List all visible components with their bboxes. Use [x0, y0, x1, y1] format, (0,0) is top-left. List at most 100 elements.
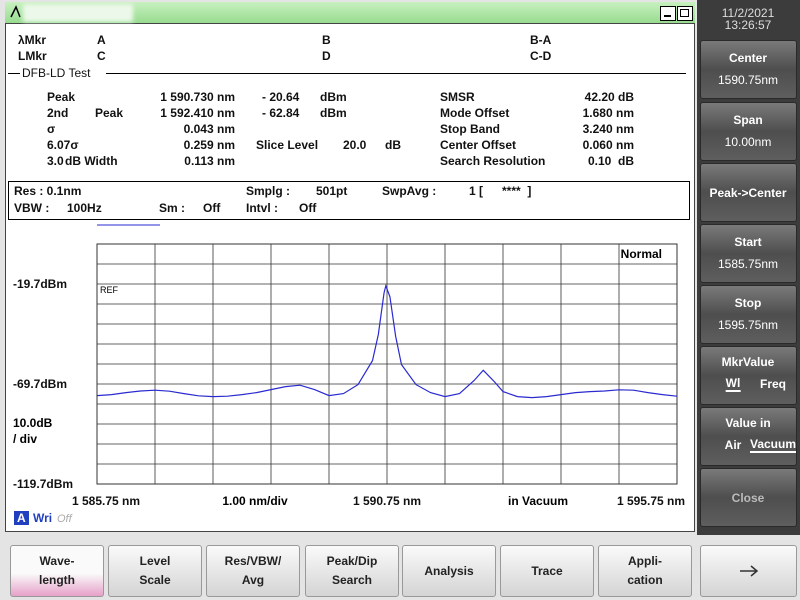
- soft-key-label: Avg: [241, 573, 265, 587]
- app-icon: [10, 5, 21, 18]
- setting-label: Sm :: [159, 201, 186, 215]
- x-tick-label: 1 585.75 nm: [72, 494, 140, 508]
- side-button[interactable]: [700, 224, 797, 283]
- button-label: Start: [734, 235, 762, 249]
- result-value: 1 590.730 nm: [160, 90, 235, 104]
- result-label: Slice Level: [256, 138, 319, 152]
- button-label: Span: [733, 113, 763, 127]
- result-value: - 62.84: [262, 106, 300, 120]
- y-tick-label: -69.7dBm: [13, 377, 67, 391]
- test-name: DFB-LD Test: [22, 66, 91, 80]
- side-button[interactable]: [700, 102, 797, 161]
- arrow-icon: [740, 565, 759, 577]
- result-value: 0.259 nm: [183, 138, 235, 152]
- x-division: 1.00 nm/div: [222, 494, 288, 508]
- result-value: 0.043 nm: [183, 122, 235, 136]
- ref-label: REF: [100, 285, 119, 295]
- side-button[interactable]: [700, 346, 797, 405]
- button-value: 10.00nm: [724, 135, 772, 149]
- maximize-button[interactable]: [677, 6, 693, 21]
- result-value: 0.060 nm: [582, 138, 634, 152]
- marker-label: λMkr: [18, 33, 47, 47]
- result-label: dB Width: [65, 154, 118, 168]
- result-label: Peak: [95, 106, 124, 120]
- button-option: Air: [724, 438, 742, 452]
- date: 11/2/2021: [721, 6, 775, 20]
- result-value: 3.240 nm: [582, 122, 634, 136]
- side-button[interactable]: [700, 468, 797, 527]
- next-page-button[interactable]: [700, 545, 797, 597]
- setting-label: SwpAvg :: [382, 184, 437, 198]
- soft-key-label: Analysis: [424, 564, 474, 578]
- setting-label: Intvl :: [246, 201, 278, 215]
- soft-key[interactable]: [206, 545, 300, 597]
- spectrum-trace: [96, 283, 678, 399]
- soft-key-label: Appli-: [628, 554, 662, 568]
- result-label: Stop Band: [440, 122, 500, 136]
- result-label: Center Offset: [440, 138, 517, 152]
- button-value: 1595.75nm: [717, 318, 779, 332]
- side-button[interactable]: [700, 163, 797, 222]
- soft-key-label: Peak/Dip: [326, 554, 378, 568]
- marker-label: C-D: [530, 49, 552, 63]
- button-option: Wl: [725, 376, 741, 392]
- result-value: - 20.64: [262, 90, 300, 104]
- button-value: 1585.75nm: [717, 257, 779, 271]
- title-bar: [5, 2, 695, 24]
- button-option: Vacuum: [749, 437, 797, 453]
- soft-key[interactable]: [598, 545, 692, 597]
- result-value: 42.20 dB: [584, 90, 634, 104]
- write-state: Off: [57, 513, 72, 525]
- y-tick-label: -19.7dBm: [13, 277, 67, 291]
- mode-label: Normal: [621, 247, 662, 261]
- y-division: 10.0dB: [13, 416, 53, 430]
- soft-key-label: Search: [331, 573, 373, 587]
- soft-key-label: Wave-: [39, 554, 75, 568]
- setting-value: **** ]: [502, 184, 532, 198]
- soft-key[interactable]: [10, 545, 104, 597]
- channel-indicator: A: [14, 511, 29, 525]
- setting-label: Smplg :: [246, 184, 290, 198]
- setting-value: 1 [: [469, 184, 484, 198]
- blurred-title: [23, 4, 133, 22]
- settings-box: [8, 181, 690, 220]
- setting-value: Off: [203, 201, 221, 215]
- button-label: Value in: [725, 416, 771, 430]
- separator: [106, 73, 686, 74]
- setting-value: Off: [299, 201, 317, 215]
- button-label: Stop: [734, 296, 762, 310]
- result-label: 3.0: [47, 154, 64, 168]
- button-option: Freq: [759, 377, 787, 391]
- marker-label: D: [322, 49, 331, 63]
- result-label: 6.07σ: [47, 138, 79, 152]
- x-tick-label: 1 590.75 nm: [353, 494, 421, 508]
- result-value: 0.10 dB: [587, 154, 634, 168]
- result-unit: dB: [385, 138, 401, 152]
- soft-key[interactable]: [305, 545, 399, 597]
- soft-key-label: Res/VBW/: [224, 554, 282, 568]
- side-button[interactable]: [700, 285, 797, 344]
- soft-key[interactable]: [500, 545, 594, 597]
- side-button[interactable]: [700, 407, 797, 466]
- button-label: Peak->Center: [709, 185, 787, 200]
- soft-key-label: Scale: [139, 573, 171, 587]
- marker-label: C: [97, 49, 106, 63]
- button-label: MkrValue: [721, 355, 775, 369]
- soft-key[interactable]: [402, 545, 496, 597]
- minimize-button[interactable]: [660, 6, 676, 21]
- side-button[interactable]: [700, 40, 797, 99]
- result-label: Mode Offset: [440, 106, 510, 120]
- result-value: 20.0: [343, 138, 367, 152]
- result-label: Search Resolution: [440, 154, 546, 168]
- y-division-unit: / div: [13, 432, 37, 446]
- soft-key-label: cation: [627, 573, 663, 587]
- soft-key[interactable]: [108, 545, 202, 597]
- write-indicator: Wri: [33, 511, 53, 525]
- marker-label: B-A: [530, 33, 552, 47]
- result-label: SMSR: [440, 90, 475, 104]
- result-label: σ: [47, 122, 56, 136]
- marker-label: LMkr: [18, 49, 47, 63]
- result-label: 2nd: [47, 106, 69, 120]
